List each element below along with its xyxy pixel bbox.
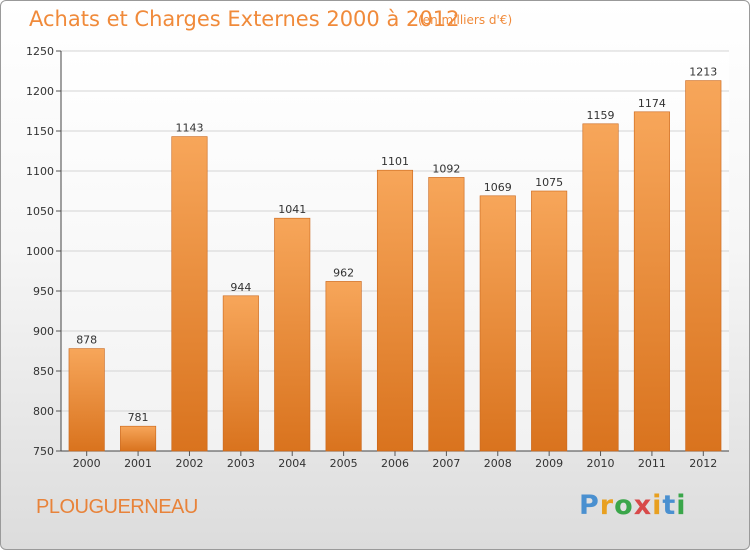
bar: [171, 136, 208, 452]
x-tick-label: 2012: [689, 457, 717, 470]
chart-title: Achats et Charges Externes 2000 à 2012: [29, 7, 460, 31]
y-tick-label: 1250: [26, 45, 54, 58]
value-label: 944: [230, 281, 251, 294]
x-tick-label: 2005: [330, 457, 358, 470]
logo-letter: i: [676, 490, 687, 521]
value-label: 1092: [432, 162, 460, 175]
proxiti-logo: Proxiti: [579, 490, 687, 521]
x-tick-label: 2009: [535, 457, 563, 470]
x-tick-label: 2010: [587, 457, 615, 470]
value-label: 781: [128, 411, 149, 424]
x-tick-label: 2008: [484, 457, 512, 470]
x-tick-label: 2002: [175, 457, 203, 470]
bar: [120, 425, 157, 452]
value-label: 962: [333, 266, 354, 279]
bar: [222, 295, 259, 452]
value-label: 1143: [175, 122, 203, 135]
logo-letter: o: [614, 490, 634, 521]
bar: [428, 177, 465, 452]
x-tick-label: 2000: [73, 457, 101, 470]
value-label: 878: [76, 334, 97, 347]
logo-letter: x: [633, 490, 653, 521]
value-label: 1159: [587, 109, 615, 122]
y-tick-label: 1200: [26, 85, 54, 98]
value-label: 1213: [689, 66, 717, 79]
value-label: 1174: [638, 97, 666, 110]
y-tick-label: 850: [33, 365, 54, 378]
logo-letter: t: [662, 490, 677, 521]
y-tick-label: 950: [33, 285, 54, 298]
place-name: PLOUGUERNEAU: [36, 496, 198, 518]
x-tick-label: 2001: [124, 457, 152, 470]
logo-letter: i: [652, 490, 663, 521]
x-tick-label: 2003: [227, 457, 255, 470]
value-label: 1075: [535, 176, 563, 189]
bar: [531, 190, 568, 452]
x-tick-label: 2007: [432, 457, 460, 470]
chart-subtitle: (en milliers d'€): [418, 13, 513, 27]
value-label: 1101: [381, 155, 409, 168]
y-tick-label: 900: [33, 325, 54, 338]
y-tick-label: 1050: [26, 205, 54, 218]
x-tick-label: 2004: [278, 457, 306, 470]
bar: [68, 348, 105, 452]
y-tick-label: 1100: [26, 165, 54, 178]
y-tick-label: 750: [33, 445, 54, 458]
y-tick-label: 800: [33, 405, 54, 418]
x-tick-label: 2006: [381, 457, 409, 470]
bar: [633, 111, 670, 452]
logo-letter: P: [579, 490, 600, 521]
bar: [274, 217, 311, 452]
y-tick-label: 1000: [26, 245, 54, 258]
bar: [685, 80, 722, 452]
value-label: 1069: [484, 181, 512, 194]
x-tick-label: 2011: [638, 457, 666, 470]
value-label: 1041: [278, 203, 306, 216]
bar: [325, 281, 362, 452]
bar: [376, 169, 414, 452]
logo-letter: r: [599, 490, 615, 521]
bar: [582, 123, 619, 452]
bar: [479, 195, 516, 452]
y-tick-label: 1150: [26, 125, 54, 138]
